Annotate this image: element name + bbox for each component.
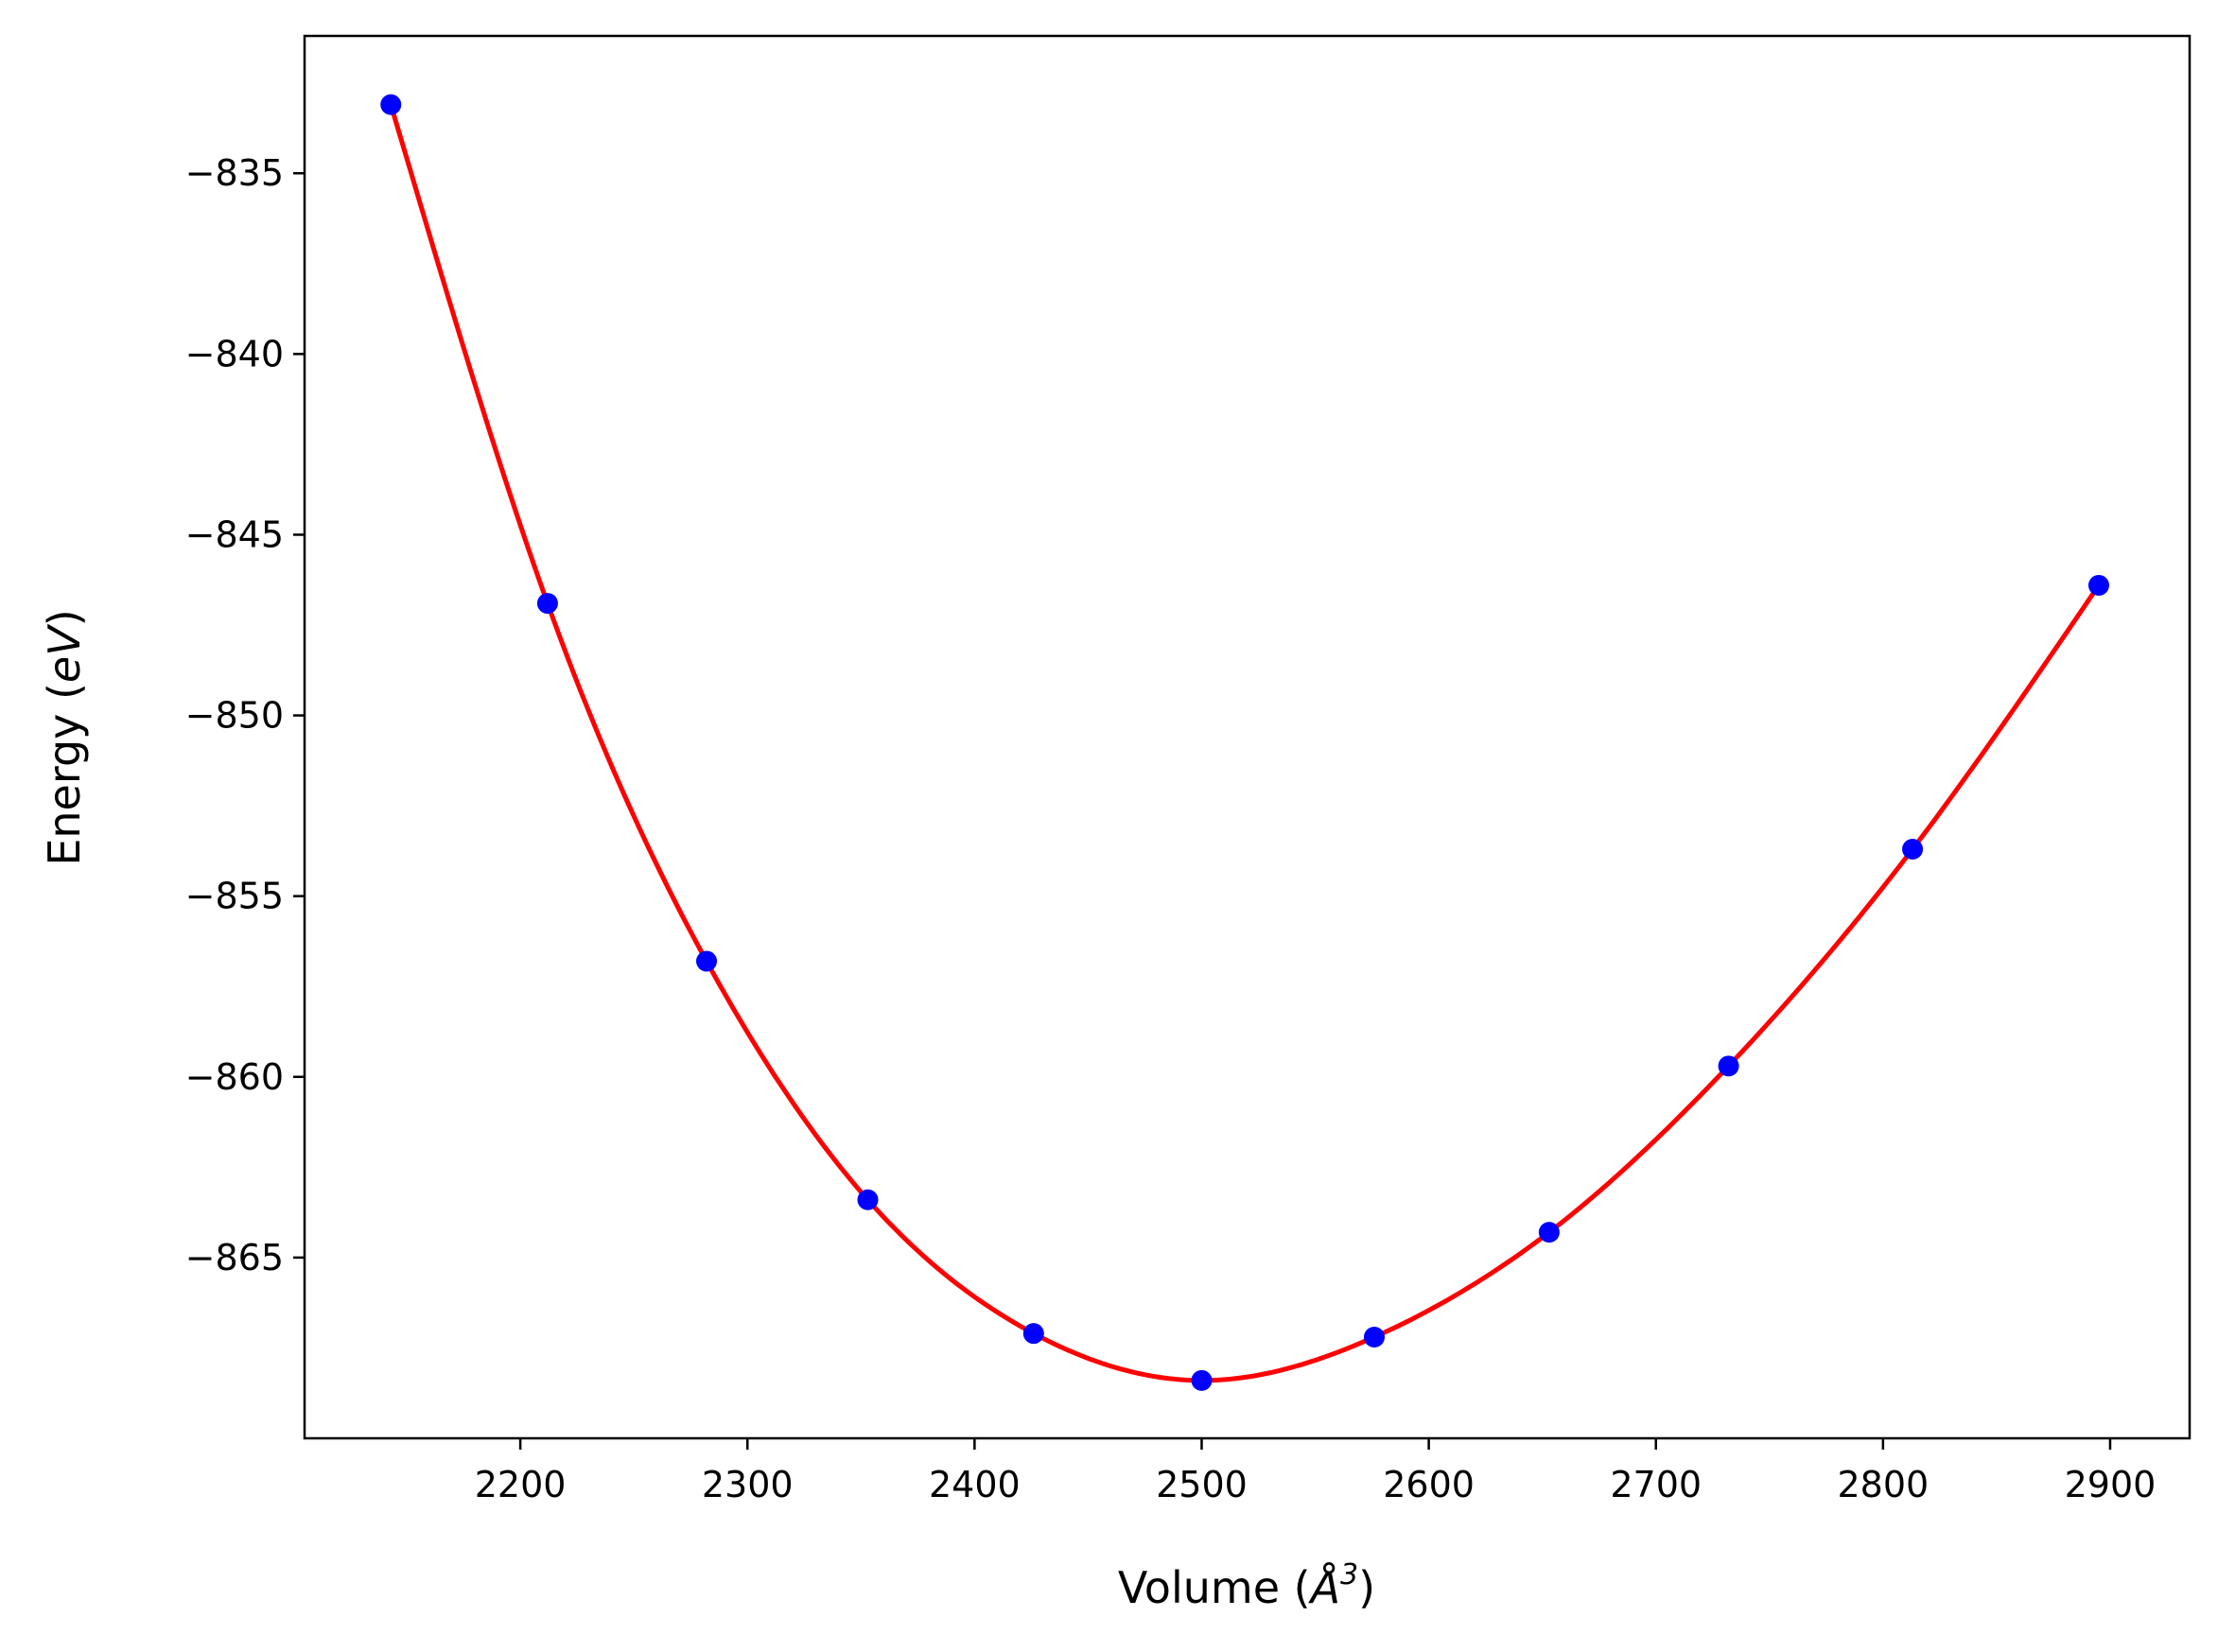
- x-tick-label: 2600: [1383, 1464, 1475, 1505]
- y-tick-label: −860: [185, 1056, 284, 1098]
- x-axis-label: Volume (Å3): [1118, 1558, 1375, 1613]
- data-point: [857, 1189, 879, 1210]
- y-axis-label: Energy (eV): [39, 609, 90, 865]
- x-tick-label: 2700: [1610, 1464, 1702, 1505]
- y-axis-label-text: Energy (: [39, 683, 90, 866]
- y-tick-label: −835: [185, 152, 284, 194]
- data-point: [536, 593, 558, 615]
- data-point: [1538, 1222, 1560, 1243]
- x-tick-label: 2300: [702, 1464, 794, 1505]
- data-point: [1191, 1369, 1213, 1391]
- data-point: [1022, 1323, 1044, 1345]
- x-tick-label: 2500: [1156, 1464, 1248, 1505]
- x-axis-label-text: Volume (: [1118, 1562, 1311, 1613]
- x-axis-label-close: ): [1358, 1562, 1375, 1613]
- plot-area: [380, 94, 2109, 1391]
- y-tick-label: −865: [185, 1237, 284, 1278]
- data-point: [2087, 574, 2109, 596]
- y-axis-label-close: ): [39, 609, 90, 626]
- y-axis: −835 −840 −845 −850 −855 −860 −865: [185, 152, 305, 1278]
- data-point: [1363, 1326, 1385, 1348]
- plot-frame: [303, 34, 2192, 1440]
- data-point: [380, 94, 402, 115]
- data-point: [696, 950, 718, 972]
- x-tick-label: 2900: [2065, 1464, 2157, 1505]
- y-tick-label: −850: [185, 695, 284, 737]
- y-tick-label: −855: [185, 876, 284, 917]
- data-point: [1718, 1055, 1739, 1077]
- x-axis-label-unit: Å: [1308, 1562, 1340, 1613]
- x-axis: 2200 2300 2400 2500 2600 2700 2800 2900: [475, 1438, 2157, 1505]
- x-tick-label: 2800: [1837, 1464, 1929, 1505]
- y-tick-label: −840: [185, 333, 284, 374]
- x-axis-label-exponent: 3: [1340, 1558, 1358, 1591]
- x-tick-label: 2200: [475, 1464, 567, 1505]
- data-point: [1902, 838, 1924, 860]
- y-axis-label-unit: eV: [39, 623, 90, 683]
- y-tick-label: −845: [185, 513, 284, 555]
- x-tick-label: 2400: [929, 1464, 1021, 1505]
